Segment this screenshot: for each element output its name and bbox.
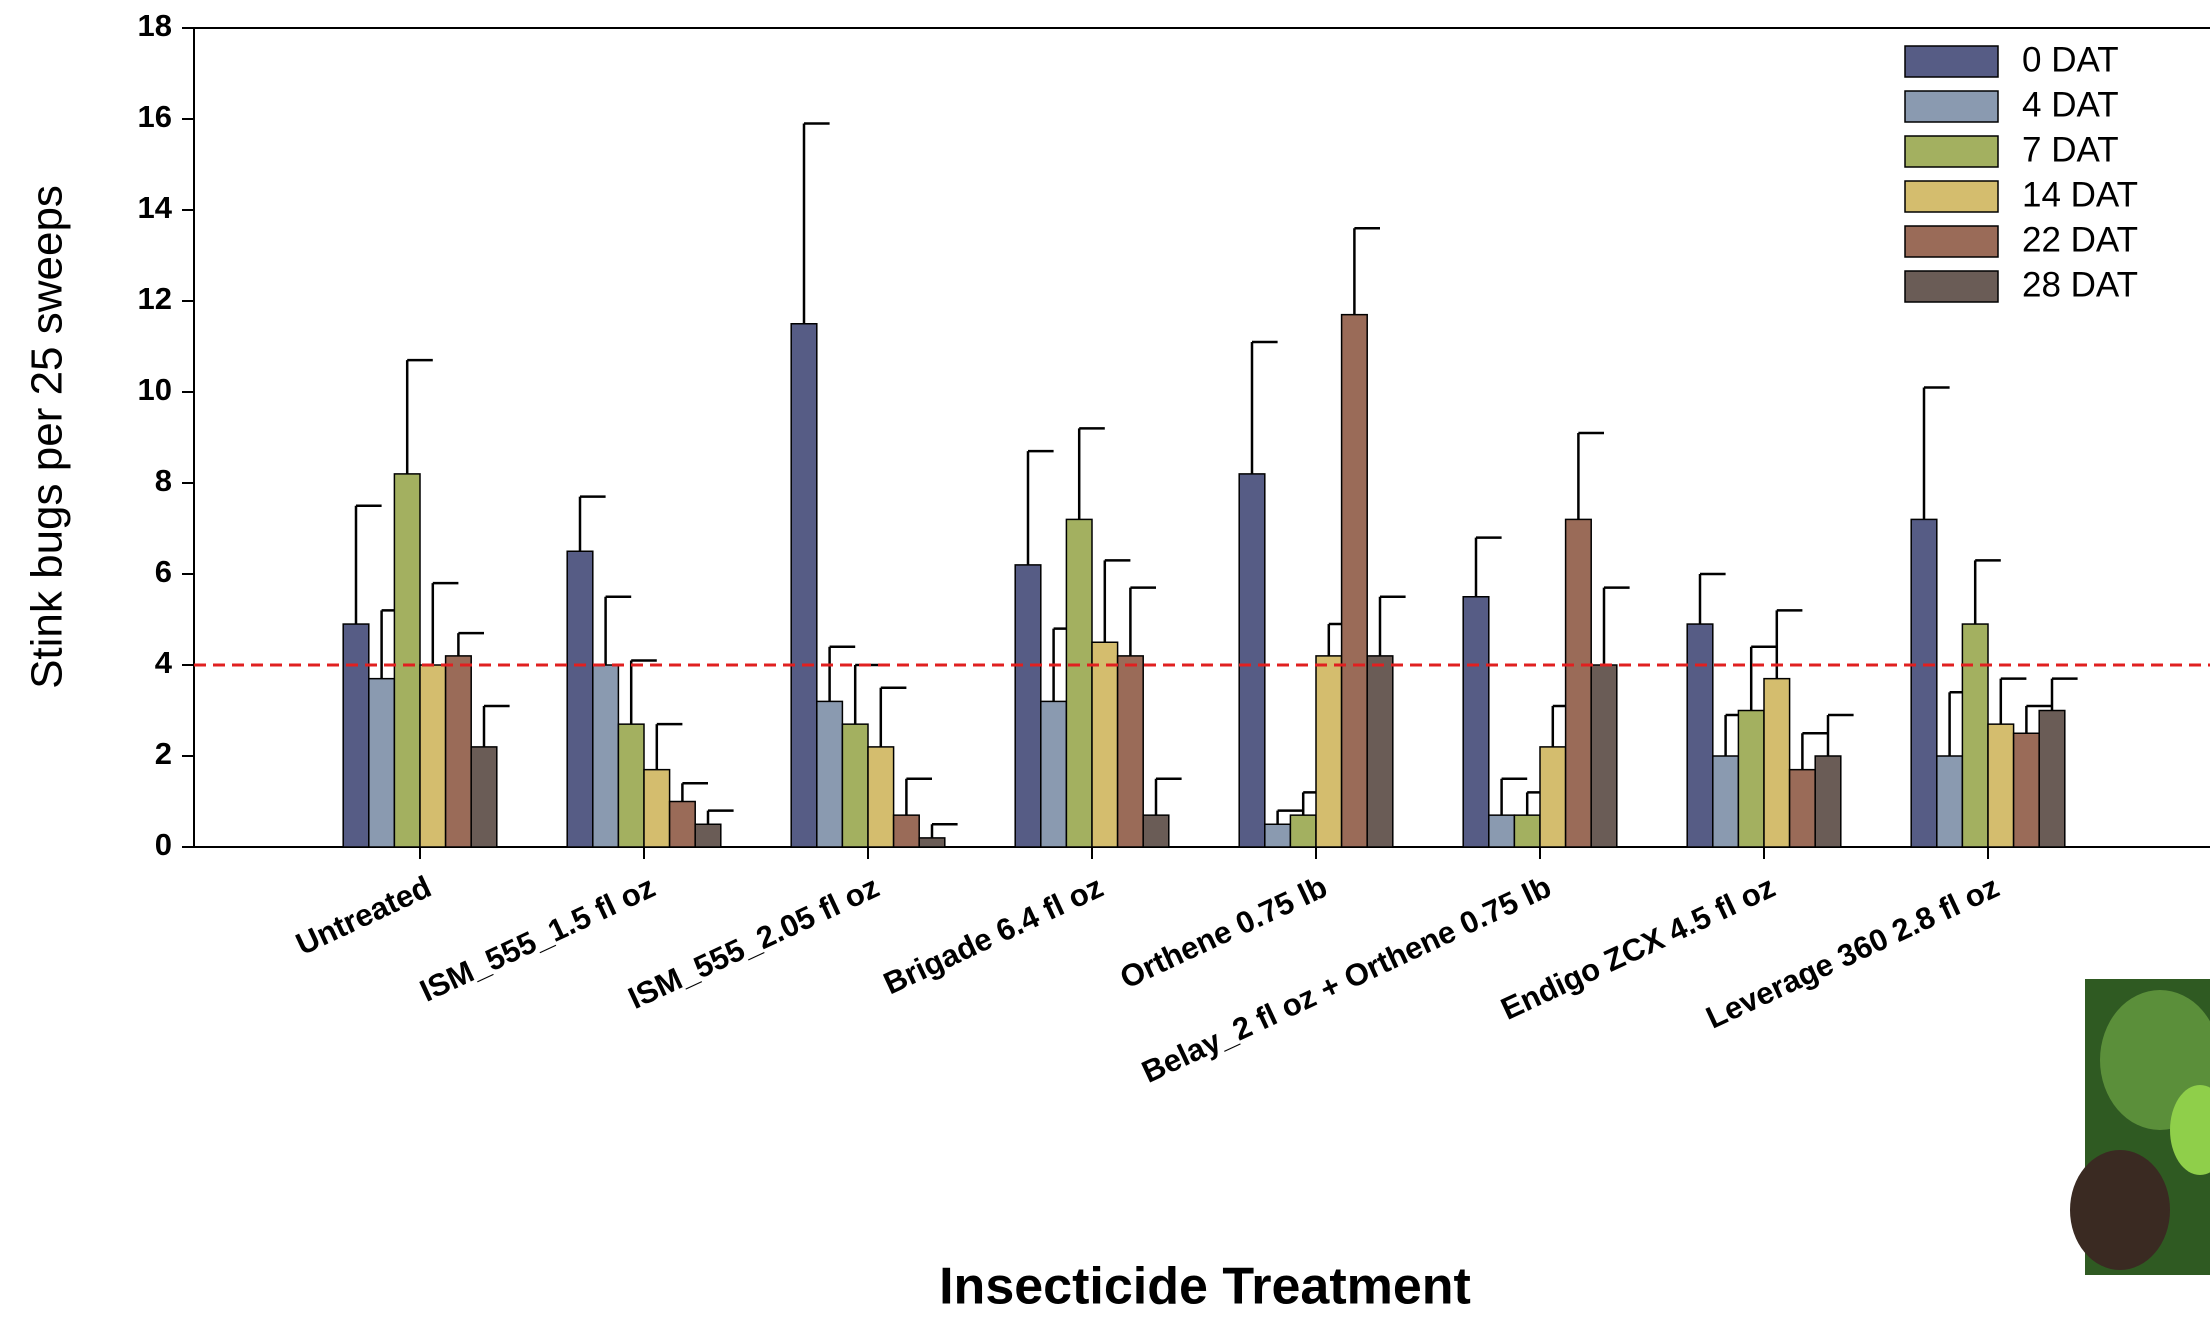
y-tick-label: 18 xyxy=(138,8,172,43)
bar xyxy=(419,664,447,848)
bar xyxy=(1737,709,1765,848)
photo xyxy=(2070,979,2210,1275)
bar xyxy=(1065,518,1093,848)
bar xyxy=(1936,755,1964,848)
bar xyxy=(2012,732,2040,848)
y-tick-label: 12 xyxy=(138,281,172,316)
bar xyxy=(668,800,696,848)
bar xyxy=(1712,755,1740,848)
legend-swatch xyxy=(1904,45,1999,78)
x-tick-label: Untreated xyxy=(290,869,436,962)
legend-swatch xyxy=(1904,135,1999,168)
legend-label: 7 DAT xyxy=(2022,130,2119,169)
bar xyxy=(1488,814,1516,848)
bar xyxy=(368,677,396,848)
y-tick-label: 8 xyxy=(155,463,172,498)
bar xyxy=(1289,814,1317,848)
bar xyxy=(1340,313,1368,848)
bar xyxy=(1040,700,1068,848)
y-axis-label: Stink bugs per 25 sweeps xyxy=(23,185,72,689)
legend-swatch xyxy=(1904,225,1999,258)
bar xyxy=(2038,709,2066,848)
bar xyxy=(1814,755,1842,848)
y-tick-label: 2 xyxy=(155,736,172,771)
bar xyxy=(816,700,844,848)
y-tick-label: 14 xyxy=(138,190,173,225)
bar xyxy=(918,837,946,848)
bar xyxy=(867,746,895,848)
bar xyxy=(841,723,869,848)
legend-swatch xyxy=(1904,270,1999,303)
bar xyxy=(1238,473,1266,848)
bar xyxy=(1686,623,1714,848)
y-tick-label: 0 xyxy=(155,827,172,862)
bar xyxy=(790,323,818,848)
legend-swatch xyxy=(1904,180,1999,213)
bar xyxy=(1462,596,1490,848)
legend-label: 4 DAT xyxy=(2022,85,2119,124)
bar xyxy=(1315,655,1343,848)
bar xyxy=(342,623,370,848)
bar xyxy=(1539,746,1567,848)
bar xyxy=(1014,564,1042,848)
x-tick-label: ISM_555_2.05 fl oz xyxy=(623,869,885,1016)
y-tick-label: 4 xyxy=(155,645,173,680)
legend-label: 14 DAT xyxy=(2022,175,2138,214)
x-axis-label: Insecticide Treatment xyxy=(939,1258,1471,1316)
bar xyxy=(470,746,498,848)
bar xyxy=(1987,723,2015,848)
bar xyxy=(1513,814,1541,848)
bar xyxy=(1961,623,1989,848)
x-tick-label: Belay_2 fl oz + Orthene 0.75 lb xyxy=(1136,869,1556,1090)
x-tick-label: Brigade 6.4 fl oz xyxy=(878,869,1108,1001)
bar xyxy=(1264,823,1292,848)
bar xyxy=(1763,677,1791,848)
bar xyxy=(892,814,920,848)
bar xyxy=(617,723,645,848)
y-tick-label: 10 xyxy=(138,372,172,407)
bar xyxy=(1910,518,1938,848)
x-tick-label: Orthene 0.75 lb xyxy=(1115,869,1333,995)
bar xyxy=(1142,814,1170,848)
legend-label: 0 DAT xyxy=(2022,40,2119,79)
bar xyxy=(393,473,421,848)
y-tick-label: 6 xyxy=(155,554,172,589)
bar xyxy=(1788,768,1816,848)
bar xyxy=(1366,655,1394,848)
legend-label: 22 DAT xyxy=(2022,220,2138,259)
bar xyxy=(1091,641,1119,848)
y-tick-label: 16 xyxy=(138,99,172,134)
bar xyxy=(694,823,722,848)
legend-label: 28 DAT xyxy=(2022,265,2138,304)
bar xyxy=(1590,664,1618,848)
bar xyxy=(1116,655,1144,848)
bar xyxy=(643,768,671,848)
legend-swatch xyxy=(1904,90,1999,123)
bar xyxy=(566,550,594,848)
bar xyxy=(592,664,620,848)
bar xyxy=(444,655,472,848)
bar xyxy=(1564,518,1592,848)
